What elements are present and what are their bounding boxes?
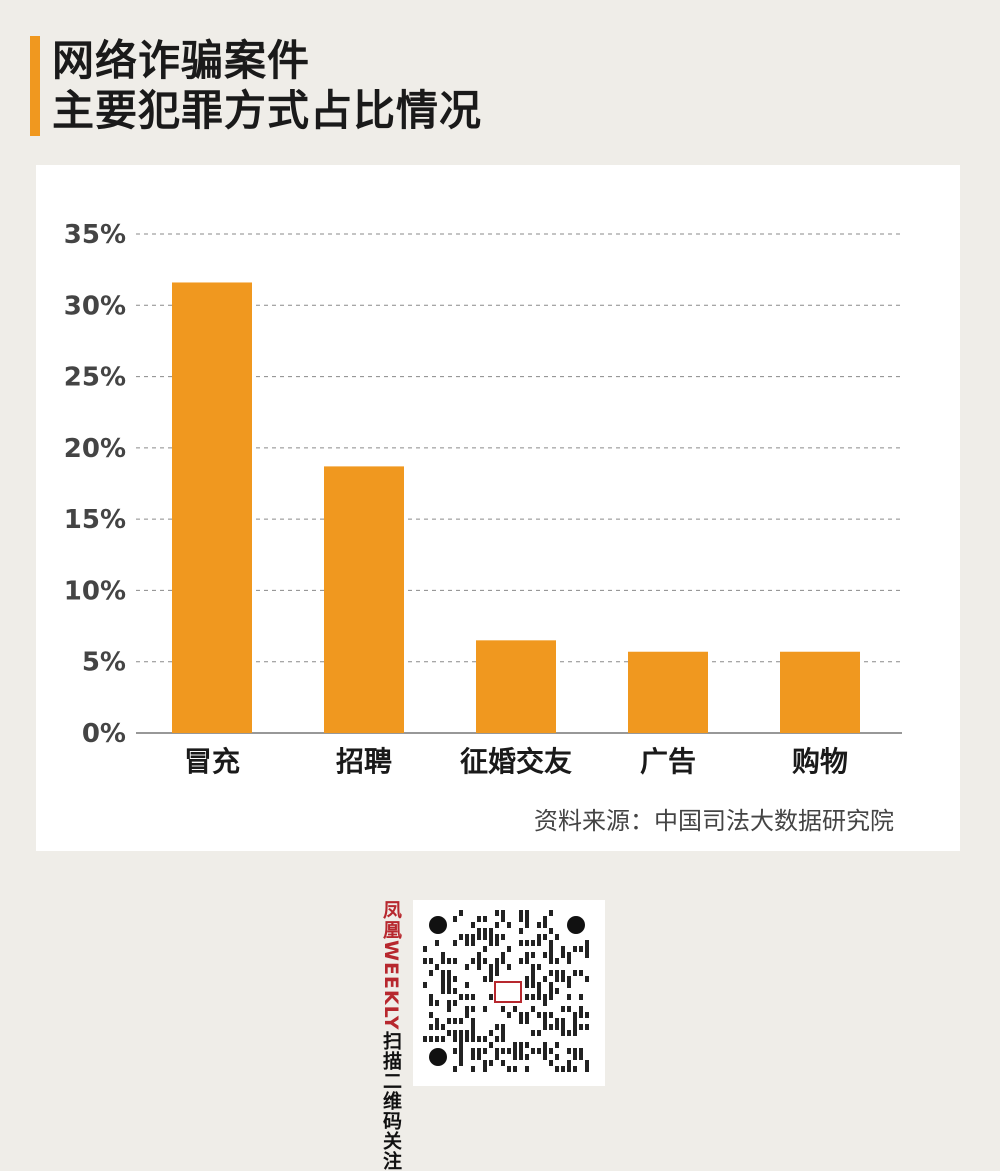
bar — [172, 282, 252, 733]
x-category-label: 冒充 — [184, 745, 240, 778]
y-tick-label: 10% — [64, 576, 126, 606]
title-block: 网络诈骗案件 主要犯罪方式占比情况 — [30, 36, 482, 136]
bar — [324, 466, 404, 733]
qr-caption: 凤凰WEEKLY 扫描二维码关注 — [378, 900, 405, 1171]
x-category-label: 购物 — [792, 745, 848, 778]
qr-scan-text: 扫描二维码关注 — [380, 1030, 402, 1171]
y-tick-label: 0% — [82, 719, 126, 749]
y-tick-label: 30% — [64, 291, 126, 321]
y-tick-label: 5% — [82, 648, 126, 678]
qr-code-icon — [413, 900, 605, 1086]
x-category-label: 招聘 — [336, 745, 392, 778]
qr-brand-text: 凤凰WEEKLY — [380, 900, 402, 1031]
qr-code-graphic — [423, 910, 589, 1072]
y-tick-label: 35% — [64, 220, 126, 250]
source-note: 资料来源：中国司法大数据研究院 — [534, 807, 894, 835]
x-category-label: 广告 — [640, 745, 696, 778]
bar — [476, 640, 556, 733]
qr-section: 凤凰WEEKLY 扫描二维码关注 — [378, 900, 767, 1171]
y-tick-label: 20% — [64, 434, 126, 464]
page-title-line2: 主要犯罪方式占比情况 — [52, 86, 483, 135]
bar — [780, 651, 860, 733]
y-tick-label: 15% — [64, 505, 126, 535]
bar — [628, 651, 708, 733]
y-tick-label: 25% — [64, 363, 126, 393]
chart-card: 0% 5% 10% 15% 20% 25% 30% 35% 冒充 招聘 征婚交友 广告 购物 资料来源：… — [36, 165, 960, 851]
page-title-line1: 网络诈骗案件 — [52, 36, 311, 85]
x-category-label: 征婚交友 — [460, 745, 572, 778]
bar-chart: 0% 5% 10% 15% 20% 25% 30% 35% 冒充 招聘 征婚交友 广告 购物 — [64, 220, 902, 778]
